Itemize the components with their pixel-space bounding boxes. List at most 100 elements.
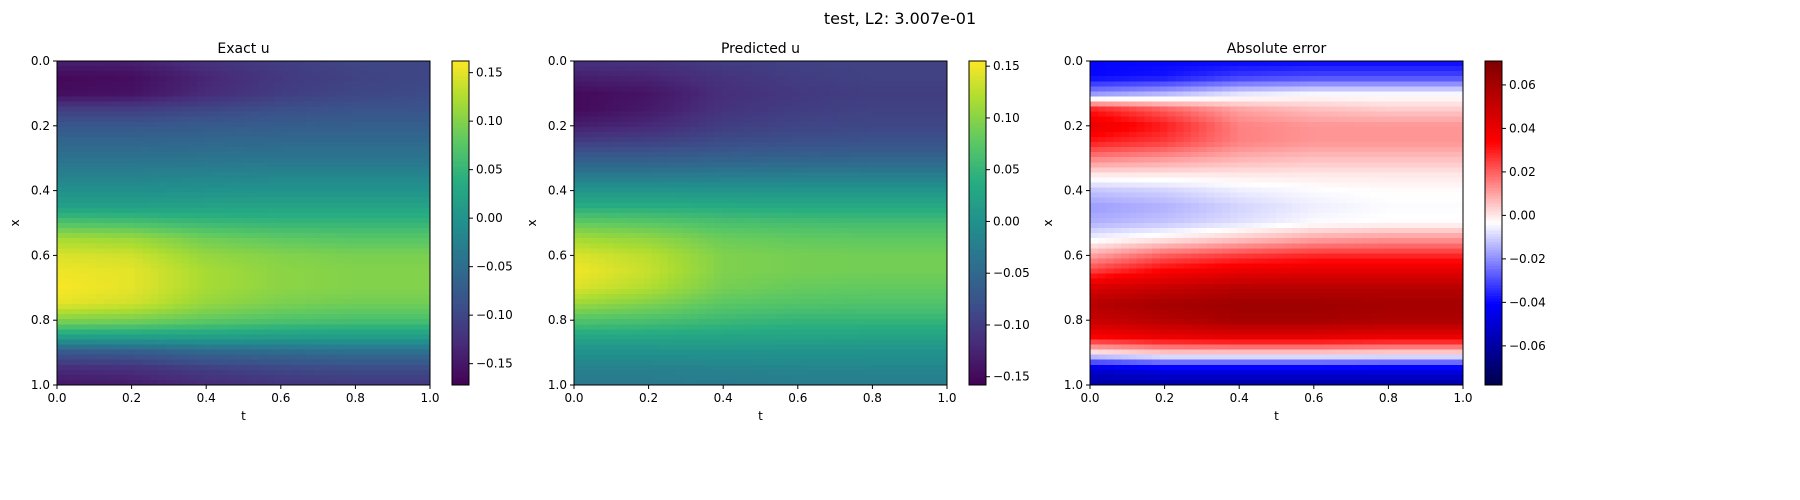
heatmap-cell [328,177,338,184]
heatmap-cell [375,187,384,194]
heatmap-cell [204,187,214,194]
heatmap-cell [884,81,894,87]
heatmap-cell [636,197,645,204]
heatmap-cell [103,359,112,366]
heatmap-cell [111,116,120,123]
heatmap-cell [830,111,839,118]
heatmap-cell [422,243,431,249]
heatmap-cell [95,81,105,87]
heatmap-cell [220,379,229,386]
heatmap-cell [900,238,909,244]
heatmap-cell [196,182,206,189]
heatmap-cell [243,182,252,189]
heatmap-cell [336,293,346,300]
heatmap-cell [204,359,214,366]
heatmap-cell [259,157,268,163]
heatmap-cell [822,126,832,133]
heatmap-cell [597,182,606,189]
heatmap-cell [142,298,151,305]
heatmap-cell [313,61,322,67]
heatmap-cell [690,86,699,92]
heatmap-cell [212,374,221,381]
heatmap-cell [869,207,878,214]
heatmap-cell [391,374,400,381]
heatmap-cell [414,364,423,371]
heatmap-cell [235,344,245,351]
heatmap-cell [227,207,237,214]
heatmap-cell [57,142,66,148]
heatmap-cell [675,243,684,249]
heatmap-cell [344,162,353,168]
heatmap-cell [173,197,182,204]
heatmap-cell [189,228,198,234]
heatmap-cell [72,304,81,310]
heatmap-cell [752,197,762,204]
heatmap-cell [57,369,66,376]
heatmap-cell [651,86,661,92]
heatmap-cell [807,121,816,128]
heatmap-cell [88,359,97,366]
heatmap-cell [227,81,237,87]
colorbar-segment [452,355,469,359]
heatmap-cell [383,268,392,275]
heatmap-cell [266,324,276,330]
heatmap-cell [297,81,307,87]
heatmap-cell [72,349,81,356]
heatmap-cell [931,106,940,113]
heatmap-cell [799,147,808,153]
heatmap-cell [173,228,182,234]
heatmap-cell [212,121,221,128]
heatmap-cell [391,126,400,133]
heatmap-cell [80,116,89,123]
heatmap-cell [290,223,299,229]
heatmap-cell [119,258,128,265]
heatmap-cell [251,212,260,219]
heatmap-cell [111,278,120,285]
heatmap-cell [64,278,74,285]
heatmap-cell [64,258,74,265]
heatmap-cell [791,182,800,189]
heatmap-cell [212,334,221,341]
heatmap-cell [282,233,291,239]
heatmap-cell [328,202,338,209]
heatmap-cell [737,238,746,244]
heatmap-cell [266,177,276,184]
heatmap-cell [713,66,723,72]
heatmap-cell [830,217,839,224]
heatmap-cell [799,152,808,158]
heatmap-cell [375,147,384,153]
heatmap-cell [111,334,120,341]
heatmap-cell [336,238,346,244]
heatmap-cell [80,96,89,103]
heatmap-cell [173,263,182,270]
heatmap-cell [305,233,315,239]
heatmap-cell [181,86,190,92]
heatmap-cell [126,76,136,82]
heatmap-cell [165,238,175,244]
heatmap-cell [744,243,754,249]
heatmap-cell [360,238,369,244]
heatmap-cell [853,126,863,133]
heatmap-cell [235,217,245,224]
heatmap-cell [636,212,645,219]
heatmap-cell [783,207,793,214]
heatmap-cell [282,324,291,330]
heatmap-cell [251,101,260,108]
heatmap-cell [682,111,692,118]
heatmap-cell [344,187,353,194]
heatmap-cell [422,76,431,82]
heatmap-cell [422,228,431,234]
heatmap-cell [344,152,353,158]
heatmap-cell [103,147,112,153]
heatmap-cell [181,147,190,153]
heatmap-cell [383,329,392,335]
heatmap-cell [845,81,855,87]
heatmap-cell [266,91,276,98]
heatmap-cell [612,238,622,244]
heatmap-cell [814,86,824,92]
heatmap-cell [398,319,408,325]
heatmap-cell [80,157,89,163]
heatmap-cell [675,152,684,158]
heatmap-cell [220,106,229,113]
heatmap-cell [414,162,423,168]
